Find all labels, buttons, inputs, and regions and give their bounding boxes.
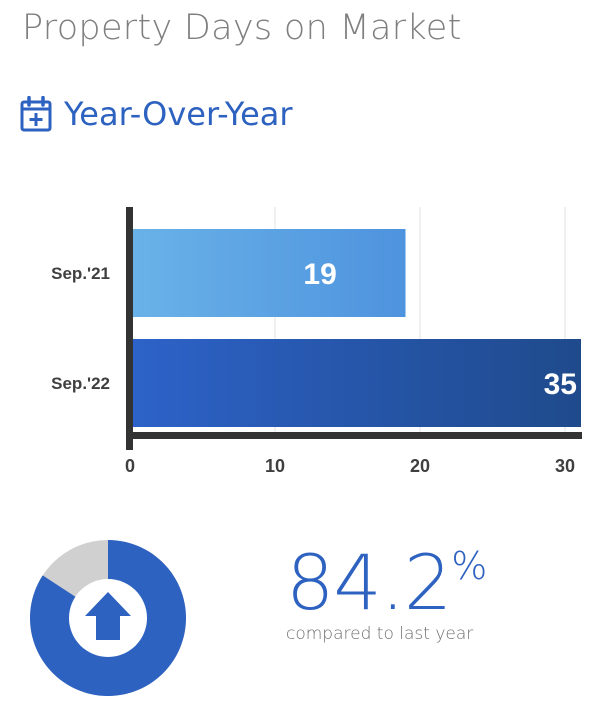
x-tick-label: 10 [265, 456, 285, 476]
x-axis-line [126, 432, 582, 439]
days-on-market-bar-chart: 0 10 20 30 Sep.'21 19 Sep.'22 35 [51, 207, 582, 476]
change-percentage-value: 84.2 [286, 538, 452, 627]
change-summary: 84.2% compared to last year [286, 538, 536, 645]
y-axis-line [126, 207, 133, 450]
x-tick-label: 20 [410, 456, 430, 476]
page-title: Property Days on Market [22, 8, 462, 48]
bar [132, 229, 406, 317]
x-tick-label: 0 [125, 456, 135, 476]
arrow-up-icon [85, 592, 131, 640]
comparison-label: compared to last year [286, 624, 474, 644]
section-title: Year-Over-Year [64, 95, 293, 133]
category-label: Sep.'21 [51, 264, 110, 283]
data-label: 35 [544, 368, 577, 401]
category-label: Sep.'22 [51, 374, 110, 393]
x-tick-label: 30 [555, 456, 575, 476]
section-header: Year-Over-Year [20, 94, 293, 134]
data-label: 19 [303, 258, 336, 291]
calendar-plus-icon [20, 96, 52, 132]
change-donut [30, 540, 186, 696]
bar [132, 339, 581, 427]
percent-sign: % [451, 544, 488, 588]
